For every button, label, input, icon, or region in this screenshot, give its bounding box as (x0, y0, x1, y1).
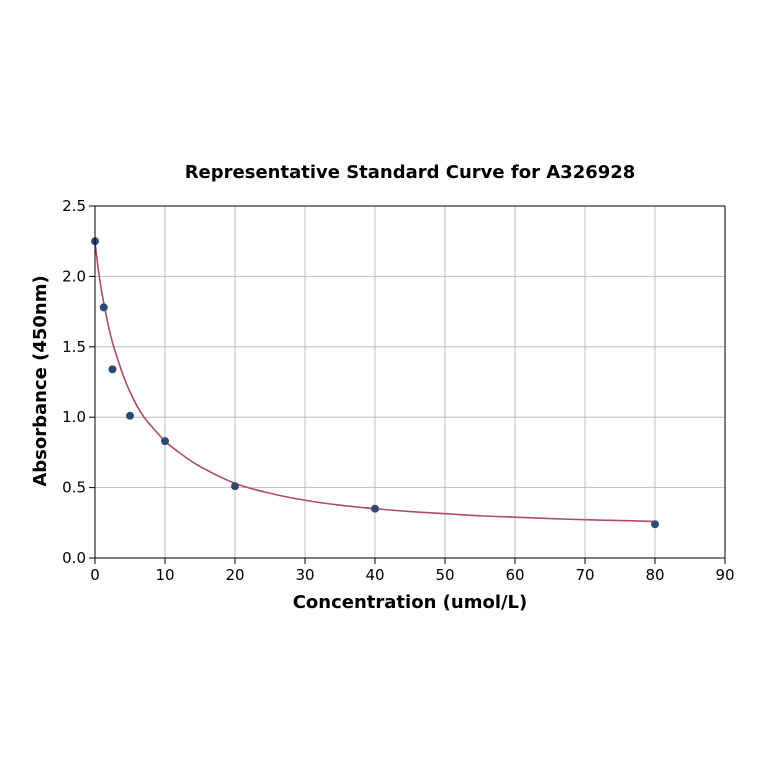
y-tick-label: 2.0 (62, 267, 86, 285)
data-point (99, 303, 108, 312)
data-point (651, 520, 659, 529)
y-tick-label: 0.0 (62, 549, 86, 567)
x-tick-label: 40 (365, 566, 384, 584)
chart-title: Representative Standard Curve for A32692… (185, 162, 636, 183)
x-tick-label: 80 (645, 566, 664, 584)
x-tick-label: 0 (90, 566, 100, 584)
y-axis-title: Absorbance (450nm) (30, 275, 51, 486)
data-point (108, 365, 117, 374)
x-tick-label: 90 (715, 566, 734, 584)
x-tick-label: 30 (295, 566, 314, 584)
y-tick-label: 0.5 (62, 479, 86, 497)
fit-curve (94, 241, 656, 523)
x-tick-label: 10 (155, 566, 174, 584)
x-tick-label: 60 (505, 566, 524, 584)
plot-frame (94, 205, 726, 559)
data-point (231, 482, 239, 491)
y-axis-ticks: 0.0 0.5 1.0 1.5 2.0 2.5 (62, 197, 95, 567)
data-points (91, 237, 659, 529)
data-point (161, 437, 169, 446)
grid-lines (94, 205, 726, 559)
x-tick-label: 20 (225, 566, 244, 584)
data-point (126, 411, 134, 420)
x-axis-title: Concentration (umol/L) (293, 592, 528, 613)
y-tick-label: 2.5 (62, 197, 86, 215)
y-tick-label: 1.5 (62, 338, 86, 356)
data-point (371, 504, 379, 513)
x-axis-ticks: 0 10 20 30 40 50 60 70 80 90 (90, 558, 735, 584)
y-tick-label: 1.0 (62, 408, 86, 426)
x-tick-label: 50 (435, 566, 454, 584)
x-tick-label: 70 (575, 566, 594, 584)
